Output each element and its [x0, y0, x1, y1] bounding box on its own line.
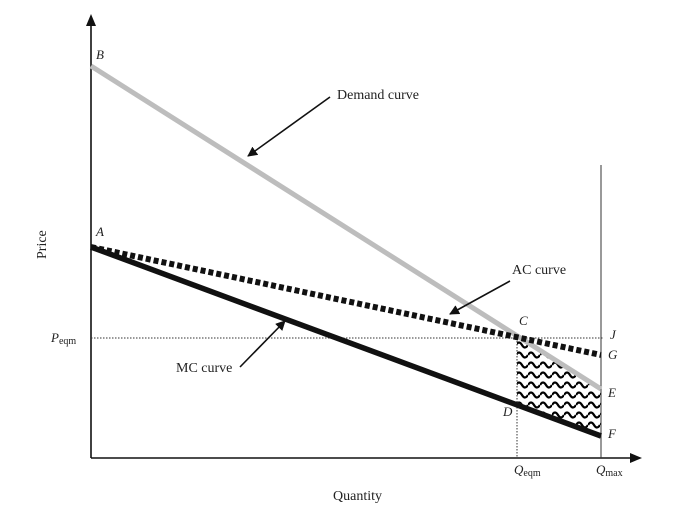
q-max-marker: Qmax — [596, 462, 623, 479]
shaded-area — [517, 338, 601, 436]
demand-callout-arrow — [247, 96, 331, 157]
mc-curve — [90, 244, 602, 439]
point-e-label: E — [607, 385, 616, 400]
point-b-label: B — [96, 47, 104, 62]
y-axis-title: Price — [35, 230, 50, 259]
x-axis-title: Quantity — [333, 489, 382, 504]
ac-curve — [90, 244, 602, 358]
point-g-label: G — [608, 347, 618, 362]
point-d-label: D — [502, 404, 513, 419]
point-f-label: F — [607, 426, 617, 441]
point-j-label: J — [610, 327, 617, 342]
demand-curve-label: Demand curve — [337, 88, 419, 103]
mc-callout-arrow — [239, 320, 286, 368]
p-eqm-marker: Peqm — [50, 330, 76, 347]
ac-curve-label: AC curve — [512, 263, 566, 278]
ac-callout-arrow — [449, 280, 511, 315]
q-eqm-marker: Qeqm — [514, 462, 541, 479]
point-a-label: A — [95, 224, 104, 239]
point-c-label: C — [519, 313, 528, 328]
y-axis-arrow-icon — [86, 14, 96, 26]
x-axis-arrow-icon — [630, 453, 642, 463]
mc-curve-label: MC curve — [176, 361, 232, 376]
